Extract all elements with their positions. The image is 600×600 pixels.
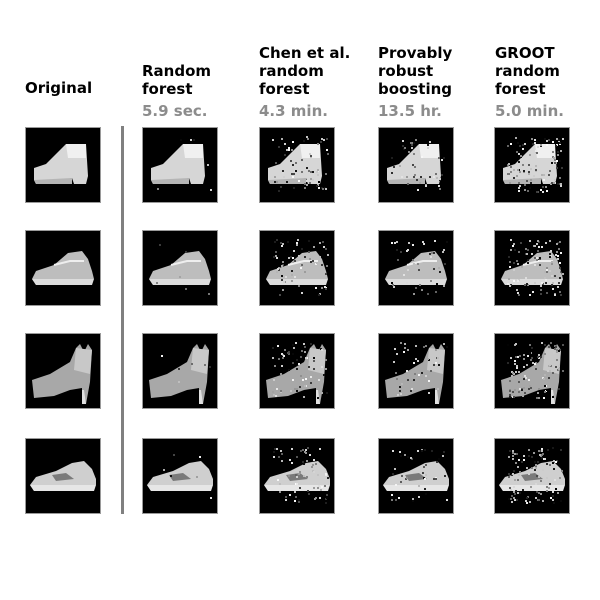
column-header-original: Original [25,79,93,97]
shoe-image [260,334,334,408]
shoe-image [379,439,453,513]
shoe-image [26,439,100,513]
shoe-image [495,231,569,305]
image-high-heel-groot-random-forest [494,333,570,409]
shoe-image [143,334,217,408]
column-header-random-forest: Random forest [142,62,212,98]
image-low-sneaker-original [25,438,101,514]
image-ankle-boot-original [25,127,101,203]
image-low-sneaker-random-forest [142,438,218,514]
shoe-image [260,128,334,202]
image-low-sneaker-chen-random-forest [259,438,335,514]
image-sneaker-original [25,230,101,306]
image-high-heel-provably-robust-boosting [378,333,454,409]
image-ankle-boot-groot-random-forest [494,127,570,203]
shoe-image [143,231,217,305]
column-header-groot-random-forest: GROOT random forest [495,44,560,98]
image-high-heel-chen-random-forest [259,333,335,409]
image-ankle-boot-random-forest [142,127,218,203]
runtime-random-forest: 5.9 sec. [142,102,208,120]
shoe-image [26,334,100,408]
image-low-sneaker-provably-robust-boosting [378,438,454,514]
shoe-image [26,231,100,305]
shoe-image [379,128,453,202]
shoe-image [26,128,100,202]
shoe-image [143,128,217,202]
shoe-image [495,128,569,202]
image-ankle-boot-chen-random-forest [259,127,335,203]
image-sneaker-groot-random-forest [494,230,570,306]
shoe-image [260,439,334,513]
runtime-chen-random-forest: 4.3 min. [259,102,328,120]
shoe-image [495,334,569,408]
image-ankle-boot-provably-robust-boosting [378,127,454,203]
column-header-chen-random-forest: Chen et al. random forest [259,44,351,98]
column-header-provably-robust-boosting: Provably robust boosting [378,44,453,98]
image-sneaker-chen-random-forest [259,230,335,306]
runtime-provably-robust-boosting: 13.5 hr. [378,102,442,120]
runtime-groot-random-forest: 5.0 min. [495,102,564,120]
shoe-image [143,439,217,513]
image-high-heel-random-forest [142,333,218,409]
image-sneaker-provably-robust-boosting [378,230,454,306]
image-high-heel-original [25,333,101,409]
shoe-image [495,439,569,513]
vertical-divider [121,126,124,514]
shoe-image [379,231,453,305]
shoe-image [260,231,334,305]
image-low-sneaker-groot-random-forest [494,438,570,514]
shoe-image [379,334,453,408]
image-sneaker-random-forest [142,230,218,306]
